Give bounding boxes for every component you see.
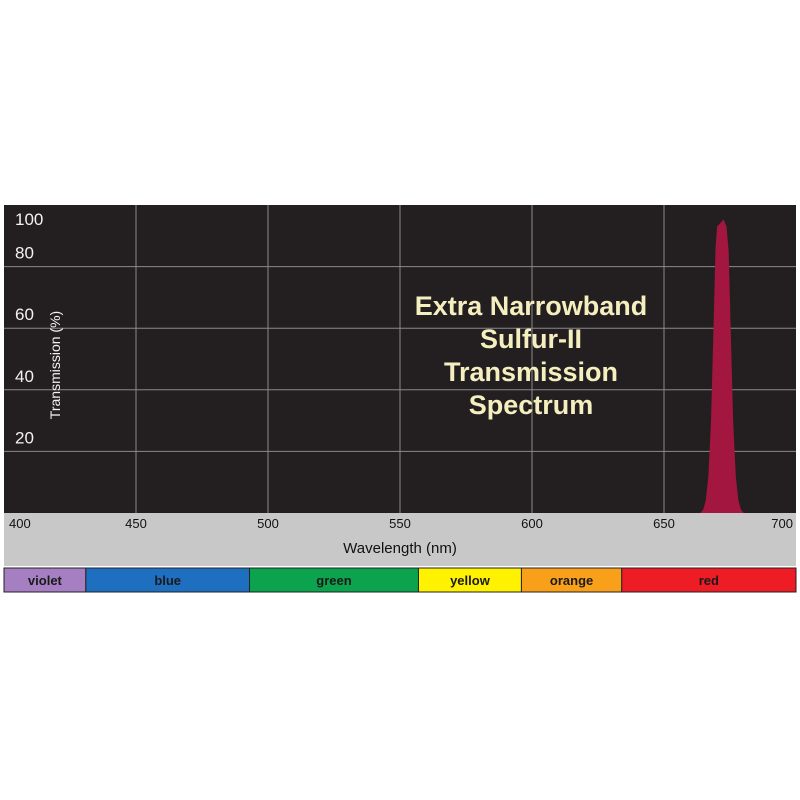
color-band-violet [3,567,87,593]
series-layer [699,219,745,514]
color-band-label: green [316,573,351,588]
x-tick-label: 650 [653,516,675,531]
y-axis-label: Transmission (%) [47,311,63,419]
chart-title-line: Spectrum [469,390,594,420]
x-tick-label: 400 [9,516,31,531]
chart-title-line: Transmission [444,357,618,387]
series-area [699,219,745,514]
color-band-green [249,567,419,593]
x-axis-strip [4,513,796,566]
y-tick-label: 40 [15,367,34,386]
color-band-yellow [417,567,522,593]
x-tick-label: 600 [521,516,543,531]
y-tick-label: 20 [15,428,34,447]
color-spectrum-bar: violet blue green yellow orange red [3,567,797,593]
y-tick-label: 80 [15,244,34,263]
x-tick-label: 500 [257,516,279,531]
color-band-label: yellow [450,573,491,588]
chart-title-line: Sulfur-II [480,324,582,354]
color-band-red [621,567,797,593]
color-band-label: red [699,573,719,588]
y-tick-label: 100 [15,210,43,229]
color-band-blue [85,567,251,593]
x-tick-label: 700 [771,516,793,531]
color-band-label: violet [28,573,63,588]
color-band-label: blue [154,573,181,588]
chart-title-line: Extra Narrowband [415,291,648,321]
x-axis-label: Wavelength (nm) [343,540,457,557]
grid [4,205,796,513]
chart-title: Extra NarrowbandSulfur-IITransmissionSpe… [415,291,648,420]
y-tick-label: 60 [15,305,34,324]
color-band-orange [520,567,623,593]
x-tick-label: 450 [125,516,147,531]
x-tick-label: 550 [389,516,411,531]
y-tick-labels: 20 40 60 80 100 [15,210,43,447]
color-band-label: orange [550,573,593,588]
x-tick-labels: 400 450 500 550 600 650 700 [9,516,793,531]
